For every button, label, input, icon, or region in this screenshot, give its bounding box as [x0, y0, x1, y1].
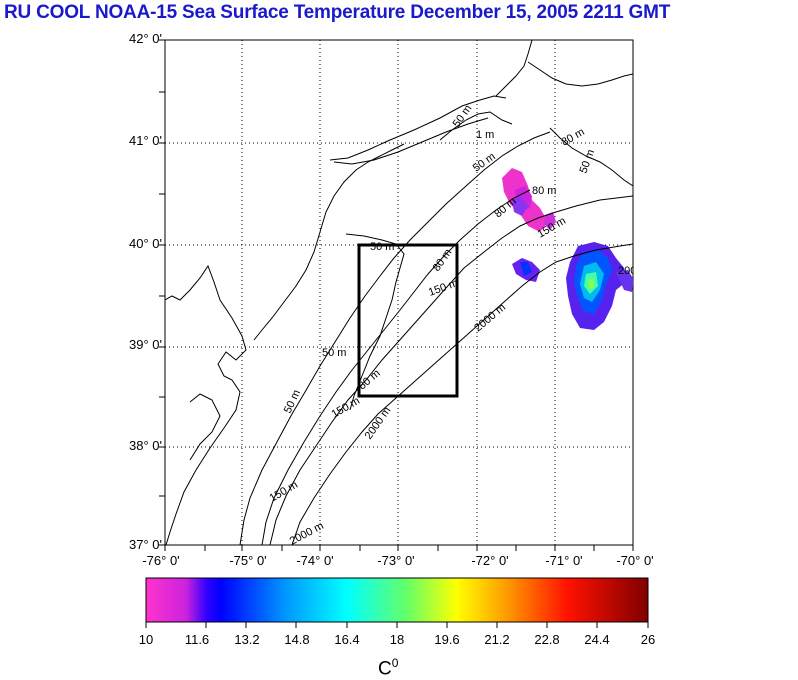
bathymetry-contours	[239, 111, 633, 545]
colorbar-tick-label: 18	[389, 632, 405, 647]
coastline	[165, 40, 633, 545]
colorbar-unit: C0	[378, 656, 398, 680]
colorbar-tick-label: 14.8	[284, 632, 310, 647]
colorbar-tick-label: 13.2	[234, 632, 260, 647]
lon-label-75: -75° 0'	[229, 553, 267, 568]
depth-label: 1 m	[476, 129, 494, 141]
sst-patches	[502, 168, 633, 330]
colorbar-tick-label: 16.4	[334, 632, 360, 647]
lon-label-71: -71° 0'	[545, 553, 583, 568]
lat-label-40: 40° 0'	[129, 236, 162, 251]
depth-label: 50 m	[370, 241, 394, 253]
colorbar-tick-label: 26	[640, 632, 656, 647]
frame-ticks	[159, 39, 634, 551]
colorbar-tick-label: 21.2	[484, 632, 510, 647]
lon-label-72: -72° 0'	[471, 553, 509, 568]
colorbar-tick-label: 24.4	[584, 632, 610, 647]
colorbar-tick-label: 19.6	[434, 632, 460, 647]
map-frame	[164, 39, 634, 546]
depth-label: 50 m	[322, 347, 346, 359]
unit-superscript: 0	[391, 656, 399, 670]
lon-label-74: -74° 0'	[296, 553, 334, 568]
colorbar-tick-label: 10	[138, 632, 154, 647]
lat-label-42: 42° 0'	[129, 31, 162, 46]
graticule	[165, 40, 633, 545]
lat-label-39: 39° 0'	[129, 337, 162, 352]
colorbar-ticks	[145, 622, 649, 628]
depth-label: 200	[618, 265, 636, 277]
lon-label-70: -70° 0'	[616, 553, 654, 568]
map-title: RU COOL NOAA-15 Sea Surface Temperature …	[4, 2, 671, 23]
colorbar-tick-label: 11.6	[184, 632, 210, 647]
lat-label-37: 37° 0'	[129, 537, 162, 552]
study-box	[357, 243, 459, 398]
colorbar	[145, 577, 649, 623]
colorbar-tick-label: 22.8	[534, 632, 560, 647]
unit-letter: C	[378, 658, 392, 680]
depth-label: 80 m	[532, 185, 556, 197]
lon-label-73: -73° 0'	[377, 553, 415, 568]
lat-label-41: 41° 0'	[129, 133, 162, 148]
lon-label-76: -76° 0'	[142, 553, 180, 568]
lat-label-38: 38° 0'	[129, 438, 162, 453]
